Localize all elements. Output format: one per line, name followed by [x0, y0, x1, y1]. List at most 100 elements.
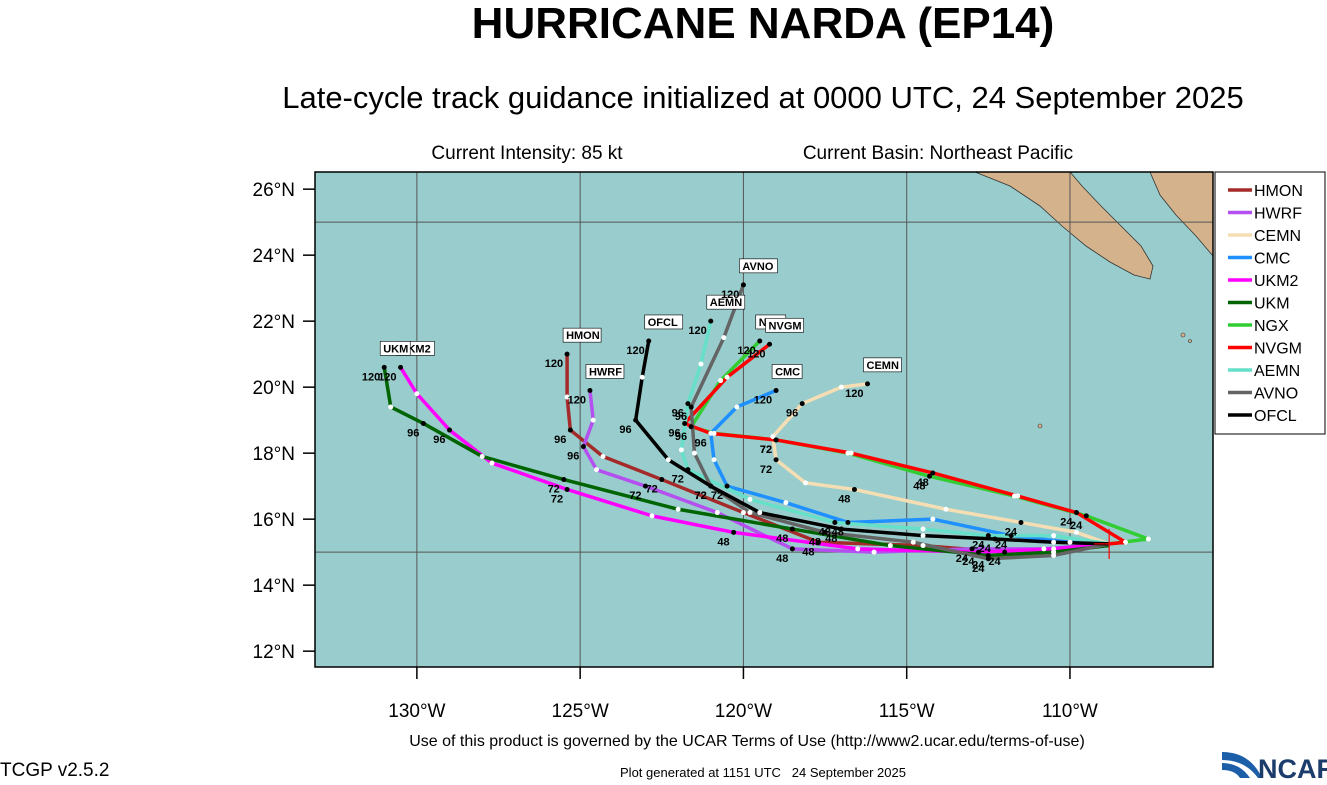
hour-label: 24 [956, 553, 969, 565]
legend-label: UKM2 [1254, 273, 1299, 290]
track-point [711, 457, 717, 463]
track-point [1008, 533, 1014, 539]
track-point [910, 539, 916, 545]
legend-label: CMC [1254, 251, 1290, 268]
track-point [633, 417, 639, 423]
track-point [930, 516, 936, 522]
track-point [740, 282, 746, 288]
legend-label: OFCL [1254, 408, 1297, 425]
track-point [740, 510, 746, 516]
track-point [698, 361, 704, 367]
track-point [887, 543, 893, 549]
generated-text: Plot generated at 1151 UTC 24 September … [620, 765, 906, 780]
ncar-logo-mark [1222, 752, 1262, 778]
legend-label: HMON [1254, 183, 1303, 200]
track-point [799, 401, 805, 407]
track-point [855, 546, 861, 552]
track-point [927, 473, 933, 479]
track-point [822, 529, 828, 535]
track-point [600, 453, 606, 459]
hour-label: 48 [809, 536, 821, 548]
hour-label: 48 [717, 536, 729, 548]
legend-entries: HMON HWRF CEMN CMC UKM2 UKM NGX NVGM AEMN AVNO OFC… [1228, 183, 1303, 425]
ocean [315, 172, 1213, 667]
hour-label: 120 [754, 394, 772, 406]
hour-label: 24 [972, 563, 985, 575]
track-name-box [771, 364, 803, 379]
track-point [1041, 546, 1047, 552]
hour-label: 48 [776, 553, 788, 565]
island [1180, 332, 1186, 338]
track-name-box [706, 294, 746, 310]
track-point [414, 391, 420, 397]
hour-label: 24 [1060, 517, 1073, 529]
hour-label: 96 [567, 451, 579, 463]
hour-label: 96 [672, 408, 684, 420]
track-name: AVNO [742, 261, 773, 273]
hour-label: 48 [913, 480, 925, 492]
land [974, 171, 1214, 429]
track-point [871, 549, 877, 555]
hour-label: 120 [545, 358, 563, 370]
hour-label: 120 [721, 289, 739, 301]
track-point [724, 374, 730, 380]
track-point [675, 506, 681, 512]
track-point [381, 364, 387, 370]
track-point [816, 539, 822, 545]
x-tick-label: 120°W [715, 701, 772, 722]
hour-label: 72 [551, 493, 563, 505]
track-point [708, 430, 714, 436]
track-point [976, 549, 982, 555]
legend-label: UKM [1254, 296, 1290, 313]
track-point [580, 444, 586, 450]
track-point [714, 510, 720, 516]
axes: 130°W 125°W 120°W 115°W 110°W 12°N 14°N 16°N 18°… [253, 180, 1098, 722]
track-point [1145, 536, 1151, 542]
track-point [688, 404, 694, 410]
track-point [969, 546, 975, 552]
y-tick-label: 26°N [253, 180, 295, 201]
track-point [1051, 539, 1057, 545]
legend-label: NVGM [1254, 341, 1302, 358]
track-point [1074, 510, 1080, 516]
track-point [678, 447, 684, 453]
track-point [985, 556, 991, 562]
track-name-box [585, 364, 625, 379]
track-point [718, 378, 724, 384]
track-point [708, 318, 714, 324]
track-point [838, 526, 844, 532]
track-point [685, 401, 691, 407]
track-point [682, 420, 688, 426]
track-point [734, 404, 740, 410]
track-point [479, 453, 485, 459]
hour-label: 96 [554, 434, 566, 446]
track-point [757, 338, 763, 344]
track-name-box [562, 327, 602, 343]
track-name: CMC [775, 366, 800, 378]
track-point [724, 483, 730, 489]
track-point [731, 529, 737, 535]
track-point [561, 477, 567, 483]
hour-label: 48 [825, 533, 837, 545]
track-name: AEMN [710, 297, 742, 309]
track-point [447, 427, 453, 433]
island [1188, 339, 1192, 343]
track-name-box [765, 317, 804, 333]
track-point [564, 394, 570, 400]
hour-label: 72 [646, 484, 658, 496]
hour-label: 24 [995, 540, 1008, 552]
legend-label: HWRF [1254, 206, 1302, 223]
track-name: CEMN [867, 360, 899, 372]
track-name: OFCL [648, 317, 678, 329]
island [1037, 423, 1043, 429]
intensity-label: Current Intensity: 85 kt [431, 143, 623, 164]
hour-label: 24 [979, 543, 992, 555]
y-tick-label: 14°N [253, 576, 295, 597]
hour-label: 48 [917, 477, 929, 489]
track-point [838, 384, 844, 390]
hour-label: 96 [433, 434, 445, 446]
track-point [398, 364, 404, 370]
track-point [789, 546, 795, 552]
basin-label: Current Basin: Northeast Pacific [803, 143, 1073, 164]
